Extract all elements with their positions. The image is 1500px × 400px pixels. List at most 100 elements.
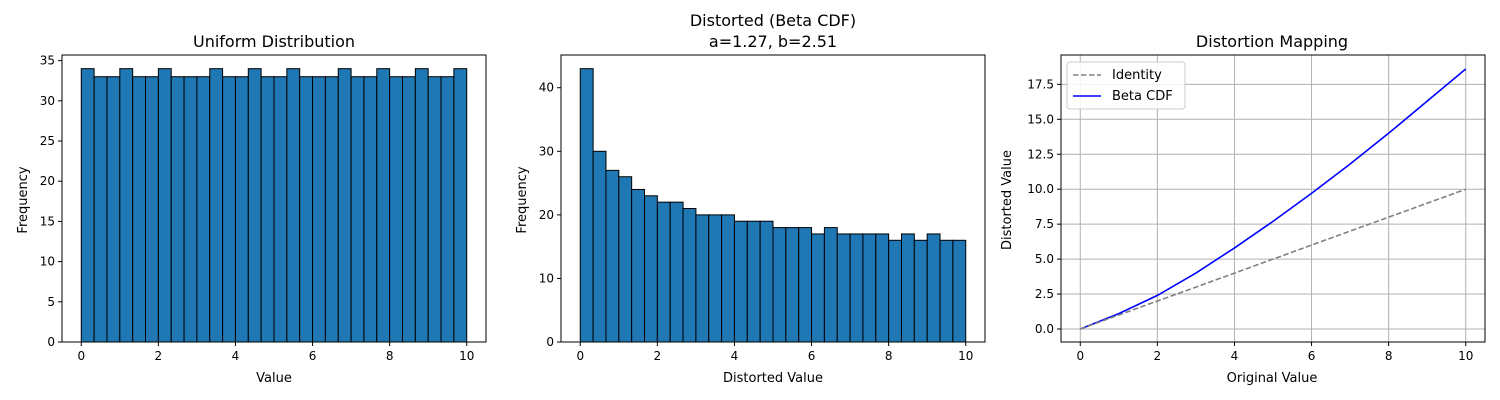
uniform-bar (170, 76, 185, 343)
beta-bar (772, 227, 787, 343)
beta-xtick-label: 10 (958, 349, 973, 363)
uniform-bar (247, 68, 262, 343)
uniform-ytick-label: 15 (40, 214, 55, 228)
mapping-xtick-label: 0 (1076, 349, 1084, 363)
beta-bar (823, 227, 838, 343)
uniform-bar (363, 76, 378, 343)
legend-box (1066, 61, 1186, 110)
mapping-xlabel: Original Value (1227, 371, 1318, 386)
beta-bar (644, 195, 658, 343)
uniform-bar (286, 68, 301, 343)
mapping-line-beta-cdf (1080, 68, 1467, 330)
mapping-xtick-label: 8 (1385, 349, 1393, 363)
uniform-xtick-label: 6 (309, 349, 317, 363)
beta-xtick-label: 4 (731, 349, 739, 363)
beta-ytick-label: 30 (539, 144, 554, 158)
uniform-ytick-label: 10 (40, 255, 55, 269)
beta-bar (888, 239, 902, 343)
uniform-bar (440, 76, 455, 343)
uniform-ytick-label: 5 (47, 295, 55, 309)
mapping-ytick-label: 15.0 (1027, 112, 1054, 126)
uniform-xtick-label: 8 (386, 349, 394, 363)
beta-bar (605, 169, 620, 343)
uniform-ytick-label: 20 (40, 174, 55, 188)
uniform-bar (273, 76, 288, 343)
beta-bar (836, 233, 851, 343)
beta-bar (939, 239, 954, 343)
uniform-xlabel: Value (256, 371, 292, 386)
beta-bar (721, 214, 735, 343)
beta-bar (811, 233, 825, 343)
uniform-bar (196, 76, 211, 343)
beta-ytick-label: 40 (539, 81, 554, 95)
uniform-bar (183, 76, 198, 343)
uniform-bar (414, 68, 429, 343)
uniform-xtick-label: 0 (77, 349, 85, 363)
beta-ytick-label: 0 (546, 335, 554, 349)
uniform-ylabel: Frequency (16, 166, 31, 233)
mapping-xtick-label: 6 (1308, 349, 1316, 363)
uniform-ytick-label: 25 (40, 134, 55, 148)
beta-bar (733, 220, 748, 343)
beta-bar (746, 220, 761, 343)
beta-bar (618, 176, 633, 343)
uniform-ytick-label: 0 (47, 335, 55, 349)
beta-bar (579, 68, 594, 343)
beta-bar (656, 201, 671, 343)
uniform-ytick-label: 30 (40, 94, 55, 108)
beta-bar (849, 233, 864, 343)
uniform-bar (145, 76, 159, 343)
beta-bar (759, 220, 774, 343)
beta-ytick-label: 10 (539, 271, 554, 285)
legend-identity-label: Identity (1112, 68, 1162, 83)
beta-bar (785, 227, 800, 343)
uniform-bar (132, 76, 147, 343)
beta-axes-frame (560, 54, 986, 343)
mapping-ytick-label: 0.0 (1035, 322, 1054, 336)
beta-plot: 0 2 4 6 8 10 0 10 20 30 40 (539, 54, 986, 363)
beta-ylabel: Frequency (515, 166, 530, 233)
uniform-bar (93, 76, 108, 343)
uniform-bar (119, 68, 134, 343)
beta-bar (695, 214, 710, 343)
mapping-xtick-label: 2 (1154, 349, 1162, 363)
beta-xtick-label: 8 (885, 349, 893, 363)
beta-bar (875, 233, 890, 343)
beta-bar (682, 208, 697, 343)
mapping-plot: 0 2 4 6 8 10 0.0 2.5 5.0 7.5 10.0 12.5 15.0 17.5 (1027, 54, 1486, 363)
uniform-bar (234, 76, 249, 343)
uniform-bar (337, 68, 352, 343)
beta-bar (708, 214, 723, 343)
uniform-bar (222, 76, 236, 343)
beta-xlabel: Distorted Value (723, 371, 823, 386)
mapping-ytick-label: 5.0 (1035, 252, 1054, 266)
mapping-xtick-label: 4 (1231, 349, 1239, 363)
uniform-bar (106, 76, 121, 343)
uniform-xtick-label: 4 (232, 349, 240, 363)
uniform-bar (350, 76, 365, 343)
uniform-xtick-label: 2 (155, 349, 163, 363)
beta-xtick-label: 0 (576, 349, 584, 363)
uniform-bar (209, 68, 224, 343)
uniform-title: Uniform Distribution (193, 32, 355, 51)
beta-bar (926, 233, 941, 343)
mapping-ylabel: Distorted Value (1000, 150, 1015, 250)
uniform-axes-frame (61, 54, 487, 343)
uniform-bar (427, 76, 442, 343)
uniform-xtick-label: 10 (459, 349, 474, 363)
uniform-bar (376, 68, 391, 343)
mapping-legend: Identity Beta CDF (1066, 61, 1186, 110)
uniform-bar (453, 68, 468, 343)
uniform-bar (324, 76, 339, 343)
uniform-bar (389, 76, 403, 343)
beta-bar (669, 201, 684, 343)
uniform-bar (157, 68, 172, 343)
uniform-bar (299, 76, 314, 343)
mapping-line-identity (1080, 188, 1466, 330)
beta-title: Distorted (Beta CDF) (690, 11, 856, 30)
mapping-ytick-label: 2.5 (1035, 287, 1054, 301)
mapping-ytick-label: 17.5 (1027, 77, 1054, 91)
beta-bar (798, 227, 813, 343)
mapping-xtick-label: 10 (1458, 349, 1473, 363)
